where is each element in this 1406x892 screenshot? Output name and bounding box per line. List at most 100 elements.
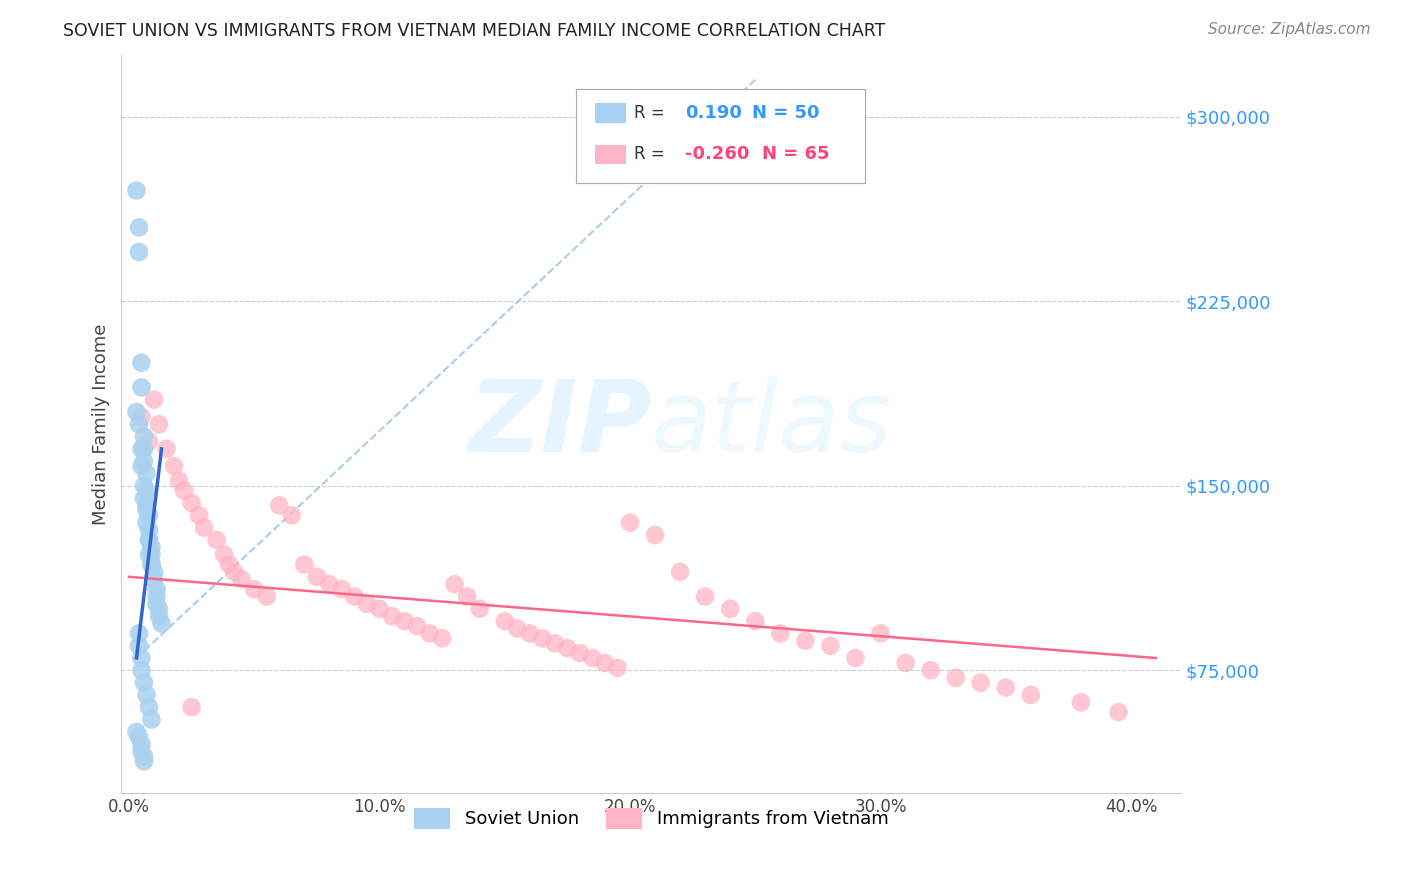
Point bbox=[193, 520, 215, 534]
Point bbox=[894, 656, 917, 670]
Point bbox=[568, 646, 591, 660]
Point bbox=[443, 577, 465, 591]
Point bbox=[506, 622, 529, 636]
Point bbox=[141, 558, 163, 572]
Point bbox=[330, 582, 353, 596]
Point bbox=[145, 582, 167, 596]
Point bbox=[128, 639, 150, 653]
Point bbox=[145, 597, 167, 611]
Point bbox=[138, 533, 160, 547]
Point bbox=[141, 558, 163, 572]
Point bbox=[135, 503, 157, 517]
Point bbox=[138, 548, 160, 562]
Point bbox=[131, 737, 153, 751]
Point bbox=[945, 671, 967, 685]
Point bbox=[744, 614, 766, 628]
Point bbox=[920, 663, 942, 677]
Point bbox=[1108, 705, 1130, 719]
Point bbox=[131, 459, 153, 474]
Point bbox=[163, 459, 186, 474]
Point bbox=[1019, 688, 1042, 702]
Point bbox=[138, 434, 160, 449]
Point bbox=[125, 405, 148, 419]
Point bbox=[243, 582, 266, 596]
Point bbox=[231, 572, 253, 586]
Point bbox=[292, 558, 315, 572]
Point bbox=[132, 479, 155, 493]
Point bbox=[368, 602, 391, 616]
Point bbox=[180, 496, 202, 510]
Point bbox=[305, 570, 328, 584]
Point bbox=[135, 483, 157, 498]
Point bbox=[148, 609, 170, 624]
Point bbox=[131, 651, 153, 665]
Point bbox=[994, 681, 1017, 695]
Point bbox=[970, 675, 993, 690]
Point bbox=[132, 675, 155, 690]
Point bbox=[135, 499, 157, 513]
Point bbox=[131, 745, 153, 759]
Point bbox=[128, 245, 150, 260]
Point bbox=[125, 184, 148, 198]
Text: N = 50: N = 50 bbox=[752, 104, 820, 122]
Point bbox=[456, 590, 478, 604]
Point bbox=[135, 516, 157, 530]
Point bbox=[141, 548, 163, 562]
Point bbox=[128, 417, 150, 432]
Point bbox=[180, 700, 202, 714]
Point bbox=[132, 755, 155, 769]
Point bbox=[212, 548, 235, 562]
Point bbox=[143, 572, 166, 586]
Text: atlas: atlas bbox=[651, 376, 893, 473]
Point bbox=[820, 639, 842, 653]
Point bbox=[794, 633, 817, 648]
Point bbox=[644, 528, 666, 542]
Point bbox=[141, 541, 163, 555]
Point bbox=[132, 749, 155, 764]
Point bbox=[318, 577, 340, 591]
Point bbox=[394, 614, 416, 628]
Point bbox=[224, 565, 246, 579]
Point bbox=[132, 454, 155, 468]
Point bbox=[128, 730, 150, 744]
Point bbox=[419, 626, 441, 640]
Point bbox=[148, 417, 170, 432]
Text: Source: ZipAtlas.com: Source: ZipAtlas.com bbox=[1208, 22, 1371, 37]
Point bbox=[218, 558, 240, 572]
Text: 0.190: 0.190 bbox=[685, 104, 741, 122]
Point bbox=[606, 661, 628, 675]
Point bbox=[281, 508, 304, 523]
Point bbox=[132, 429, 155, 443]
Point bbox=[138, 508, 160, 523]
Point bbox=[138, 533, 160, 547]
Point bbox=[155, 442, 177, 456]
Point bbox=[128, 220, 150, 235]
Point bbox=[269, 499, 291, 513]
Point bbox=[718, 602, 741, 616]
Text: R =: R = bbox=[634, 104, 671, 122]
Text: R =: R = bbox=[634, 145, 671, 163]
Point bbox=[381, 609, 404, 624]
Point bbox=[150, 616, 173, 631]
Point bbox=[468, 602, 491, 616]
Point bbox=[128, 626, 150, 640]
Point bbox=[430, 632, 453, 646]
Point bbox=[125, 724, 148, 739]
Point bbox=[769, 626, 792, 640]
Point bbox=[494, 614, 516, 628]
Point bbox=[135, 467, 157, 481]
Text: SOVIET UNION VS IMMIGRANTS FROM VIETNAM MEDIAN FAMILY INCOME CORRELATION CHART: SOVIET UNION VS IMMIGRANTS FROM VIETNAM … bbox=[63, 22, 886, 40]
Text: ZIP: ZIP bbox=[468, 376, 651, 473]
Y-axis label: Median Family Income: Median Family Income bbox=[93, 324, 110, 524]
Point bbox=[148, 602, 170, 616]
Point bbox=[406, 619, 429, 633]
Point bbox=[619, 516, 641, 530]
Point bbox=[131, 356, 153, 370]
Point bbox=[131, 442, 153, 456]
Point bbox=[131, 663, 153, 677]
Point bbox=[143, 392, 166, 407]
Point bbox=[581, 651, 603, 665]
Point bbox=[141, 713, 163, 727]
Point bbox=[519, 626, 541, 640]
Point bbox=[669, 565, 692, 579]
